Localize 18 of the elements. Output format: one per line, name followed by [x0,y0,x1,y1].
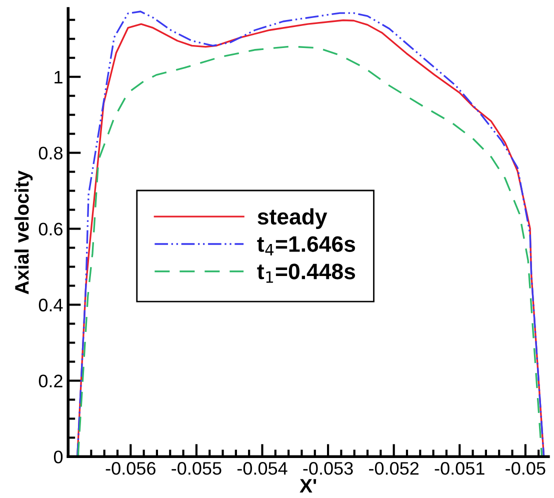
x-tick-label: -0.052 [369,462,419,475]
y-tick-label: 0.6 [38,222,62,236]
x-tick-label: -0.055 [172,462,222,475]
y-tick-label: 0.8 [38,146,62,160]
legend-label: t$_{4}$=1.646s [257,236,356,256]
x-tick-label: -0.053 [303,462,353,475]
legend-label: steady [258,208,328,229]
legend-label: t$_{1}$=0.448s [257,264,356,283]
y-tick-label: 1 [54,70,62,84]
x-tick-label: -0.056 [106,462,156,475]
y-tick-label: 0.2 [38,374,62,388]
x-tick-label: -0.051 [434,462,484,475]
x-tick-label: -0.054 [237,462,288,475]
y-axis-title: Axial velocity [14,170,33,294]
y-tick-label: 0 [54,450,63,464]
y-tick-label: 0.4 [38,298,63,312]
x-axis-title: X' [300,479,316,492]
x-tick-label: -0.05 [506,462,546,475]
